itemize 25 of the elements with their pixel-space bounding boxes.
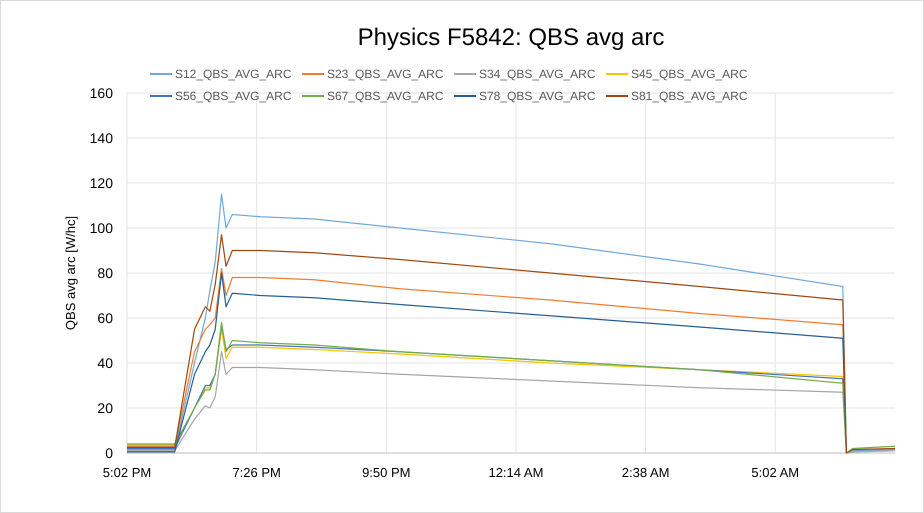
y-axis-title: QBS avg arc [W/hc] [63, 216, 78, 330]
legend-label: S23_QBS_AVG_ARC [327, 67, 444, 81]
legend-label: S78_QBS_AVG_ARC [479, 89, 596, 103]
y-tick-label: 120 [90, 175, 114, 191]
y-tick-label: 160 [90, 85, 114, 101]
x-tick-label: 7:26 PM [232, 465, 281, 480]
y-tick-label: 140 [90, 130, 114, 146]
x-tick-label: 5:02 AM [751, 465, 800, 480]
legend-label: S81_QBS_AVG_ARC [631, 89, 748, 103]
x-tick-label: 12:14 AM [488, 465, 544, 480]
y-tick-label: 0 [105, 445, 114, 461]
x-tick-label: 5:02 PM [102, 465, 152, 480]
y-tick-label: 60 [97, 310, 114, 326]
y-tick-label: 20 [97, 400, 114, 416]
legend-label: S67_QBS_AVG_ARC [327, 89, 444, 103]
y-tick-label: 40 [97, 355, 114, 371]
x-tick-label: 2:38 AM [622, 465, 670, 480]
x-tick-label: 9:50 PM [362, 465, 411, 480]
y-tick-label: 100 [90, 220, 114, 236]
chart-title: Physics F5842: QBS avg arc [358, 24, 664, 51]
legend-label: S12_QBS_AVG_ARC [175, 67, 292, 81]
legend-label: S34_QBS_AVG_ARC [479, 67, 596, 81]
legend-label: S45_QBS_AVG_ARC [631, 67, 748, 81]
legend-label: S56_QBS_AVG_ARC [175, 89, 292, 103]
y-tick-label: 80 [97, 265, 114, 281]
